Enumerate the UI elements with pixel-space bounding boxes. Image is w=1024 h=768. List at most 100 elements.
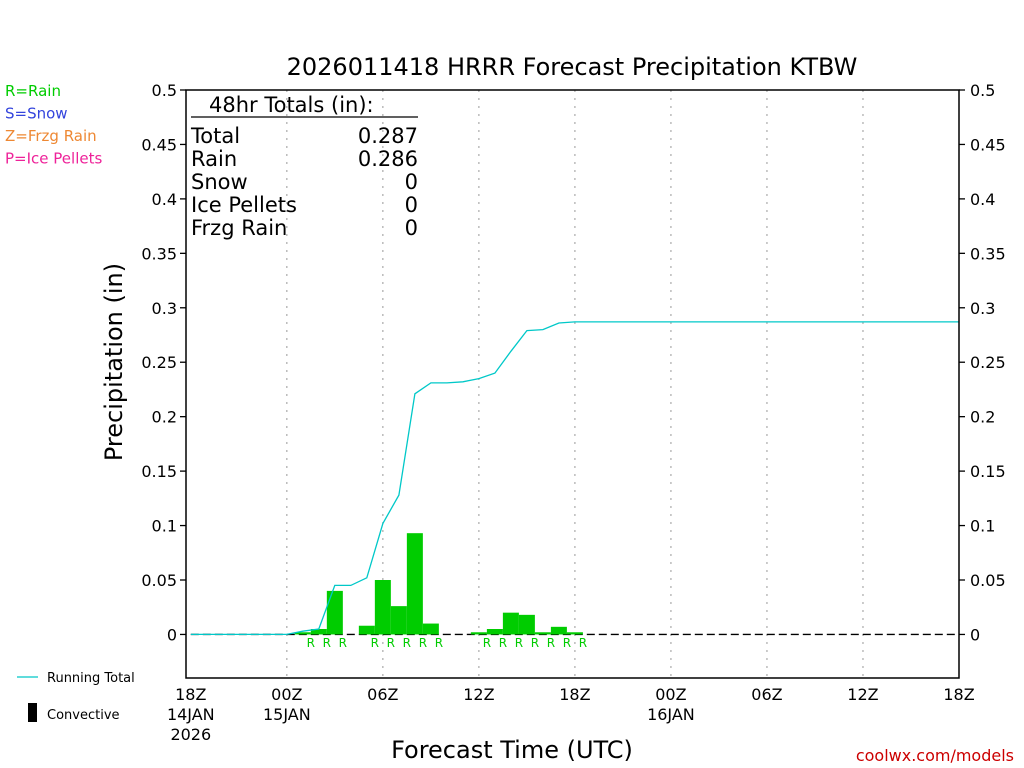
precip-bar — [326, 590, 343, 635]
y-axis-left: 0.5 0.45 0.4 0.35 0.3 0.25 0.2 0.15 0.1 0.05 0 — [141, 81, 186, 644]
convective-legend-swatch — [28, 703, 37, 722]
totals-row-value: 0.286 — [358, 147, 418, 171]
totals-row-label: Ice Pellets — [191, 193, 297, 217]
running-total-legend-label: Running Total — [47, 671, 135, 686]
x-tick-label: 18Z — [943, 685, 974, 704]
x-tick-year: 2026 — [170, 725, 211, 744]
totals-row-value: 0.287 — [358, 124, 418, 148]
precip-bar — [470, 632, 487, 635]
chart-title: 2026011418 HRRR Forecast Precipitation K… — [287, 53, 858, 81]
y-tick-label-right: 0.4 — [970, 190, 995, 209]
x-tick-label: 00Z — [655, 685, 686, 704]
totals-row-label: Frzg Rain — [191, 216, 287, 240]
precip-type-legend-item: Z=Frzg Rain — [5, 127, 97, 145]
precip-bar — [406, 533, 423, 635]
precip-bar — [534, 632, 551, 635]
y-tick-label: 0.5 — [152, 81, 177, 100]
totals-row-label: Rain — [191, 147, 237, 171]
hourly-precip-bars — [294, 533, 583, 635]
x-tick-label: 00Z — [271, 685, 302, 704]
y-tick-label-right: 0.3 — [970, 299, 995, 318]
precip-type-marker: R — [371, 636, 379, 650]
x-axis-label: Forecast Time (UTC) — [391, 736, 633, 764]
precip-type-marker: R — [387, 636, 395, 650]
gridlines — [286, 90, 864, 678]
x-tick-label: 18Z — [175, 685, 206, 704]
precip-type-marker: R — [435, 636, 443, 650]
y-tick-label: 0.35 — [141, 244, 177, 263]
precip-type-marker: R — [483, 636, 491, 650]
running-total-line — [190, 321, 959, 636]
y-tick-label-right: 0.45 — [970, 135, 1006, 154]
precip-type-marker: R — [531, 636, 539, 650]
precip-type-marker: R — [499, 636, 507, 650]
x-tick-date: 14JAN — [167, 705, 215, 724]
y-tick-label: 0.05 — [141, 571, 177, 590]
x-tick-date: 16JAN — [647, 705, 695, 724]
y-tick-label: 0.2 — [152, 408, 177, 427]
precip-type-marker: R — [579, 636, 587, 650]
y-tick-label-right: 0.1 — [970, 517, 995, 536]
totals-rows: Total 0.287 Rain 0.286 Snow 0 Ice Pellets 0 Frzg… — [190, 124, 418, 240]
totals-row-label: Snow — [191, 170, 248, 194]
precip-type-marker: R — [547, 636, 555, 650]
y-tick-label-right: 0 — [970, 625, 980, 644]
y-tick-label-right: 0.5 — [970, 81, 995, 100]
precip-type-marker: R — [339, 636, 347, 650]
credit-text: coolwx.com/models — [856, 746, 1014, 765]
y-tick-label: 0.3 — [152, 299, 177, 318]
precip-bar — [486, 629, 503, 635]
precip-bar — [550, 626, 567, 635]
y-tick-label: 0.4 — [152, 190, 177, 209]
precip-bar — [502, 612, 519, 635]
y-tick-label: 0.25 — [141, 353, 177, 372]
x-tick-date: 15JAN — [263, 705, 311, 724]
precip-bar — [390, 606, 407, 635]
series-legend: Running Total Convective — [17, 671, 135, 723]
y-tick-label: 0.45 — [141, 135, 177, 154]
x-tick-label: 06Z — [367, 685, 398, 704]
precip-type-legend-item: R=Rain — [5, 82, 61, 100]
totals-row-value: 0 — [405, 170, 418, 194]
precip-type-marker: R — [563, 636, 571, 650]
precip-type-marker: R — [323, 636, 331, 650]
y-tick-label: 0 — [167, 625, 177, 644]
precip-type-legend-item: P=Ice Pellets — [5, 150, 102, 168]
totals-box: 48hr Totals (in): Total 0.287 Rain 0.286 Sno… — [190, 93, 418, 240]
convective-legend-label: Convective — [47, 708, 120, 723]
y-tick-label-right: 0.25 — [970, 353, 1006, 372]
precip-bar — [518, 614, 535, 635]
precip-type-legend-item: S=Snow — [5, 105, 68, 123]
precip-bar — [294, 632, 311, 635]
plot-frame — [185, 89, 960, 679]
y-tick-label-right: 0.2 — [970, 408, 995, 427]
y-tick-label: 0.15 — [141, 462, 177, 481]
precip-type-marker: R — [307, 636, 315, 650]
precip-type-marker: R — [419, 636, 427, 650]
y-axis-right: 0.5 0.45 0.4 0.35 0.3 0.25 0.2 0.15 0.1 0.05 0 — [959, 81, 1006, 644]
x-tick-label: 12Z — [847, 685, 878, 704]
precip-bar — [310, 629, 327, 635]
y-tick-label-right: 0.15 — [970, 462, 1006, 481]
precip-type-marker: R — [515, 636, 523, 650]
precip-bar — [422, 623, 439, 635]
precip-bar — [374, 580, 391, 635]
precip-type-marker: R — [403, 636, 411, 650]
y-tick-label-right: 0.05 — [970, 571, 1006, 590]
precip-bar — [358, 625, 375, 635]
precip-bar — [566, 632, 583, 635]
precip-type-legend: R=Rain S=Snow Z=Frzg Rain P=Ice Pellets — [5, 82, 102, 168]
totals-row-label: Total — [190, 124, 240, 148]
totals-heading: 48hr Totals (in): — [209, 93, 374, 117]
totals-row-value: 0 — [405, 216, 418, 240]
x-tick-label: 18Z — [559, 685, 590, 704]
y-tick-label: 0.1 — [152, 517, 177, 536]
x-tick-label: 12Z — [463, 685, 494, 704]
y-axis-label: Precipitation (in) — [100, 263, 128, 461]
totals-row-value: 0 — [405, 193, 418, 217]
y-tick-label-right: 0.35 — [970, 244, 1006, 263]
x-tick-label: 06Z — [751, 685, 782, 704]
